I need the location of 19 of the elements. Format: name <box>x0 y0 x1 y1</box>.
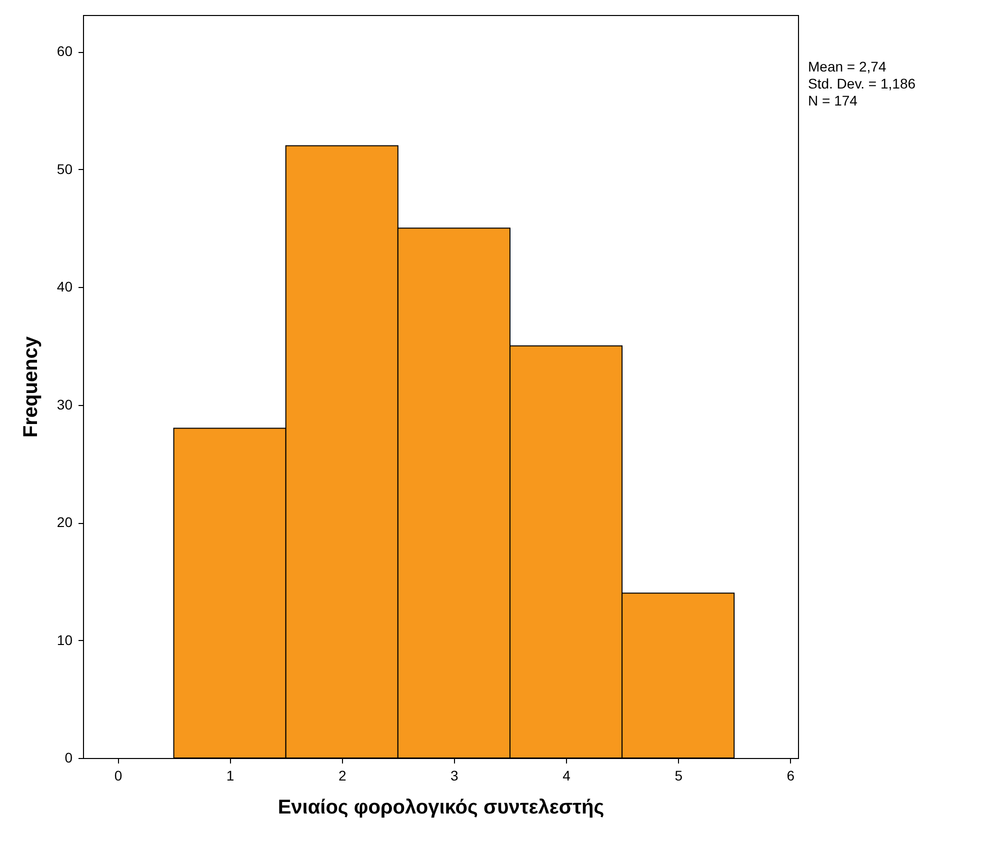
x-tick-label: 0 <box>114 768 122 784</box>
x-tick-label: 6 <box>786 768 795 784</box>
x-tick-label: 3 <box>450 768 459 784</box>
y-tick-label: 0 <box>64 750 73 766</box>
x-tick-label: 5 <box>674 768 683 784</box>
y-tick-label: 30 <box>56 396 73 412</box>
x-tick-label: 4 <box>562 768 571 784</box>
y-tick-label: 40 <box>56 278 73 294</box>
text: Std. Dev. = 1,186 <box>808 76 916 92</box>
y-tick-label: 10 <box>56 632 73 648</box>
y-tick-label: 60 <box>56 43 73 59</box>
y-tick-label: 50 <box>56 160 73 177</box>
text: N = 174 <box>808 92 858 108</box>
y-axis-title: Frequency <box>20 336 42 438</box>
y-tick-label: 20 <box>56 514 73 530</box>
x-tick-label: 1 <box>226 768 234 784</box>
x-tick-label: 2 <box>338 768 346 784</box>
text: Mean = 2,74 <box>808 58 886 74</box>
x-axis-title: Ενιαίος φορολογικός συντελεστής <box>278 796 604 818</box>
